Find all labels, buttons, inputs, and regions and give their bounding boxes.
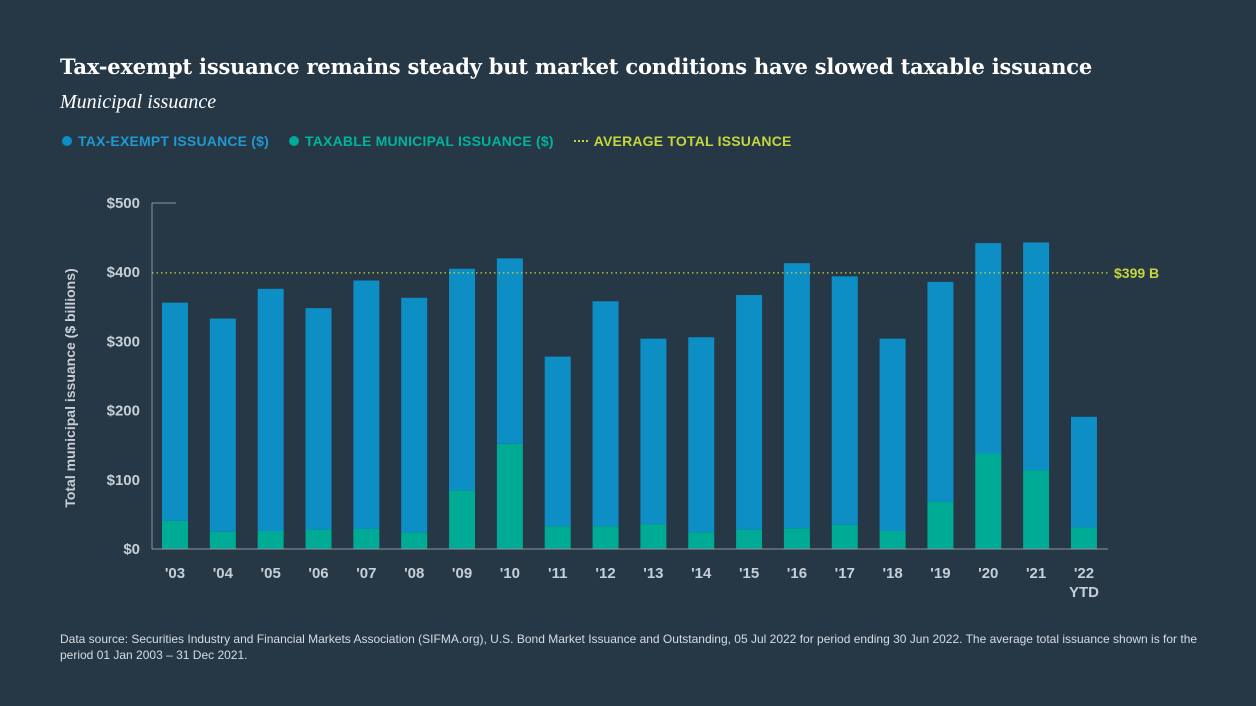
x-tick-label: '18 xyxy=(882,565,902,582)
y-tick-label: $300 xyxy=(107,333,140,350)
x-tick-label: '21 xyxy=(1026,565,1046,582)
y-tick-label: $500 xyxy=(107,195,140,212)
x-tick-label: '22 xyxy=(1074,565,1094,582)
bar-tax-exempt xyxy=(1023,242,1050,471)
bar-taxable xyxy=(688,532,715,549)
bar-tax-exempt xyxy=(592,301,619,527)
bar-taxable xyxy=(592,526,619,549)
bar-taxable xyxy=(1070,527,1097,549)
bar-taxable xyxy=(353,528,380,549)
bar-tax-exempt xyxy=(975,243,1002,454)
bar-tax-exempt xyxy=(209,318,236,532)
bar-tax-exempt xyxy=(353,280,380,529)
bar-tax-exempt xyxy=(257,288,284,532)
bar-tax-exempt xyxy=(496,258,523,444)
bar-tax-exempt xyxy=(783,263,810,529)
legend-label-tax-exempt: TAX-EXEMPT ISSUANCE ($) xyxy=(78,133,270,149)
legend-label-taxable: TAXABLE MUNICIPAL ISSUANCE ($) xyxy=(305,133,554,149)
bar-tax-exempt xyxy=(1070,416,1097,528)
bar-tax-exempt xyxy=(879,338,906,532)
legend: TAX-EXEMPT ISSUANCE ($) TAXABLE MUNICIPA… xyxy=(62,133,792,149)
bar-tax-exempt xyxy=(688,337,715,533)
footnote: Data source: Securities Industry and Fin… xyxy=(60,632,1198,662)
bar-tax-exempt xyxy=(449,268,476,491)
legend-item-tax-exempt: TAX-EXEMPT ISSUANCE ($) xyxy=(62,133,269,149)
x-tick-label: '05 xyxy=(261,565,281,582)
y-tick-label: $0 xyxy=(123,541,140,558)
chart-title: Tax-exempt issuance remains steady but m… xyxy=(60,54,1093,79)
x-tick-label: '14 xyxy=(691,565,712,582)
x-tick-label: '19 xyxy=(930,565,950,582)
bar-taxable xyxy=(831,524,858,549)
bar-taxable xyxy=(209,531,236,549)
bar-taxable xyxy=(162,520,188,549)
legend-item-taxable: TAXABLE MUNICIPAL ISSUANCE ($) xyxy=(289,133,554,149)
bar-tax-exempt xyxy=(831,276,858,525)
bar-taxable xyxy=(640,524,667,549)
x-tick-label: '03 xyxy=(165,565,185,582)
x-tick-label: '12 xyxy=(595,565,615,582)
bar-taxable xyxy=(927,501,954,549)
y-tick-label: $200 xyxy=(107,403,140,420)
bar-tax-exempt xyxy=(640,338,667,525)
legend-swatch-tax-exempt xyxy=(62,136,72,146)
bar-taxable xyxy=(1023,470,1050,549)
bar-tax-exempt xyxy=(401,297,428,533)
bar-tax-exempt xyxy=(305,308,332,530)
average-line-label: $399 B xyxy=(1114,265,1159,281)
x-tick-label: '16 xyxy=(787,565,807,582)
bar-taxable xyxy=(879,531,906,549)
bar-taxable xyxy=(305,529,332,549)
x-tick-label: '10 xyxy=(500,565,520,582)
y-axis-title: Total municipal issuance ($ billions) xyxy=(62,268,78,507)
y-tick-label: $100 xyxy=(107,472,140,489)
x-tick-label: '17 xyxy=(835,565,855,582)
bar-taxable xyxy=(783,528,810,549)
bar-taxable xyxy=(401,532,428,549)
bar-tax-exempt xyxy=(544,356,571,527)
legend-swatch-taxable xyxy=(289,136,300,146)
bar-tax-exempt xyxy=(162,302,188,521)
x-tick-label: '08 xyxy=(404,565,424,582)
legend-swatch-average xyxy=(573,140,588,142)
bar-taxable xyxy=(496,443,523,549)
x-tick-label: '06 xyxy=(308,565,328,582)
x-tick-label: '09 xyxy=(452,565,472,582)
x-tick-label: YTD xyxy=(1069,584,1099,601)
bar-taxable xyxy=(544,526,571,549)
bar-taxable xyxy=(975,453,1002,549)
x-tick-label: '07 xyxy=(356,565,376,582)
x-tick-label: '15 xyxy=(739,565,759,582)
x-tick-label: '04 xyxy=(213,565,234,582)
x-tick-label: '13 xyxy=(643,565,663,582)
bar-taxable xyxy=(449,490,476,549)
x-tick-label: '11 xyxy=(548,565,567,582)
legend-item-average: AVERAGE TOTAL ISSUANCE xyxy=(573,133,792,149)
chart-subtitle: Municipal issuance xyxy=(60,91,217,113)
x-tick-label: '20 xyxy=(978,565,998,582)
bar-taxable xyxy=(736,529,763,549)
bar-taxable xyxy=(257,531,284,549)
y-tick-label: $400 xyxy=(107,264,140,281)
bar-tax-exempt xyxy=(736,295,763,530)
legend-label-average: AVERAGE TOTAL ISSUANCE xyxy=(593,133,792,149)
bar-tax-exempt xyxy=(927,281,954,502)
